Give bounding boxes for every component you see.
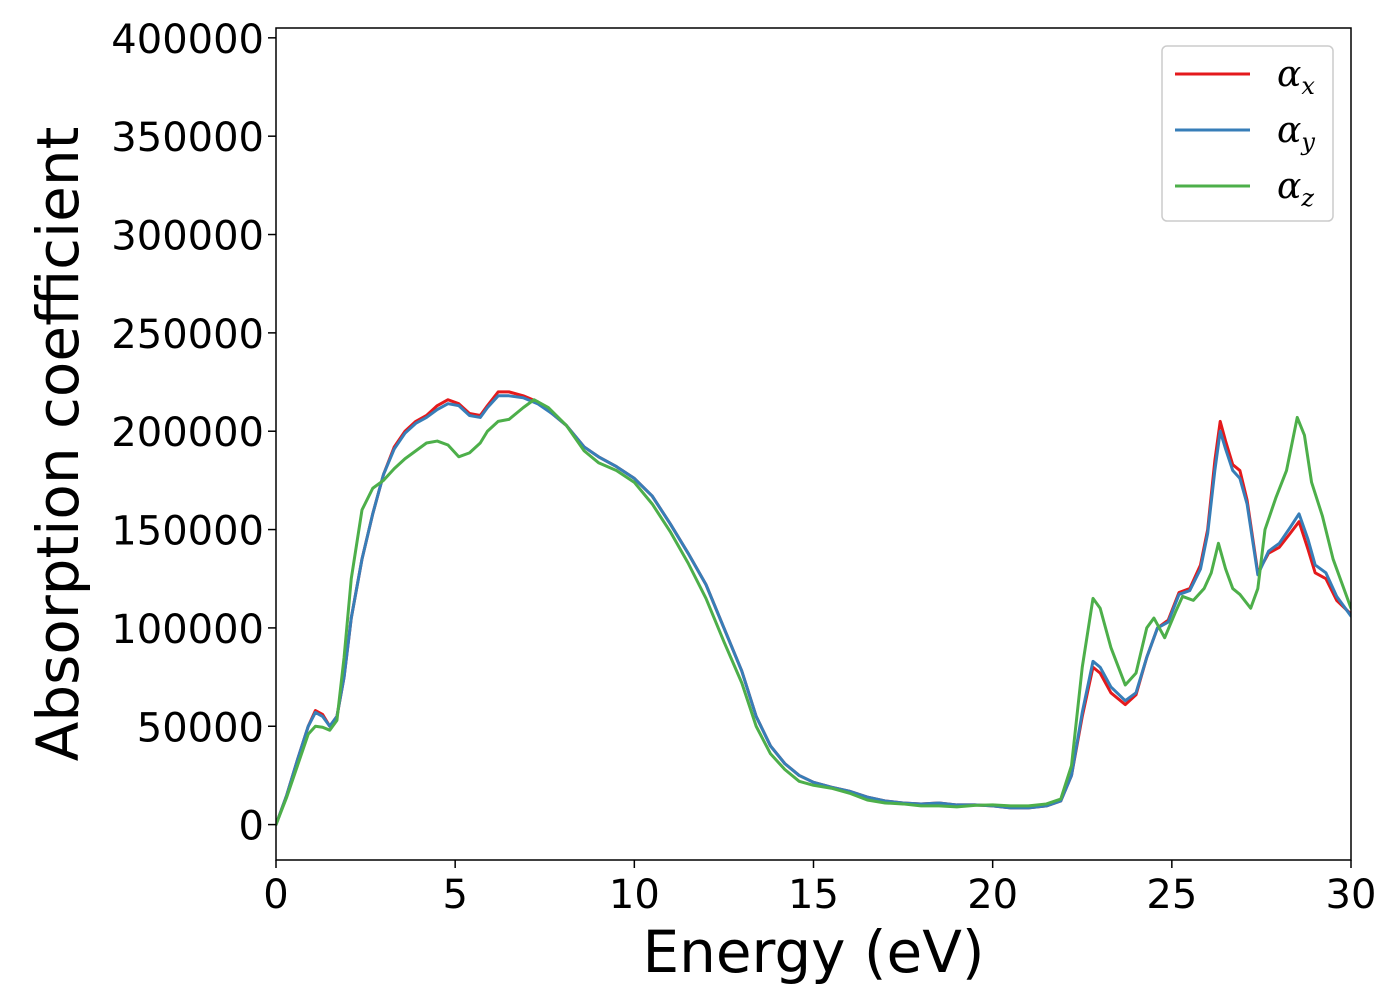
- y-tick-label: 50000: [137, 705, 264, 751]
- x-axis-title: Energy (eV): [642, 918, 984, 986]
- y-tick-label: 400000: [111, 17, 264, 63]
- x-axis: 0 5 10 15 20 25 30: [263, 860, 1376, 918]
- x-tick-label: 10: [609, 872, 660, 918]
- x-tick-label: 20: [967, 872, 1018, 918]
- y-tick-label: 0: [239, 804, 264, 850]
- y-tick-label: 200000: [111, 410, 264, 456]
- legend-box: [1161, 45, 1334, 222]
- y-tick-label: 150000: [111, 509, 264, 555]
- x-tick-label: 15: [788, 872, 839, 918]
- series-layer: [276, 390, 1351, 827]
- y-axis-title: Absorption coefficient: [24, 127, 92, 762]
- y-tick-label: 250000: [111, 312, 264, 358]
- y-tick-label: 350000: [111, 115, 264, 161]
- x-tick-label: 25: [1146, 872, 1197, 918]
- y-axis: 0 50000 100000 150000 200000 250000 300000 3500…: [111, 17, 276, 850]
- y-tick-label: 300000: [111, 214, 264, 260]
- y-tick-label: 100000: [111, 607, 264, 653]
- x-tick-label: 0: [263, 872, 288, 918]
- x-tick-label: 5: [442, 872, 467, 918]
- series-line-alpha-x: [276, 390, 1351, 827]
- x-tick-label: 30: [1326, 872, 1377, 918]
- series-line-alpha-z: [276, 398, 1351, 827]
- series-line-alpha-y: [276, 394, 1351, 827]
